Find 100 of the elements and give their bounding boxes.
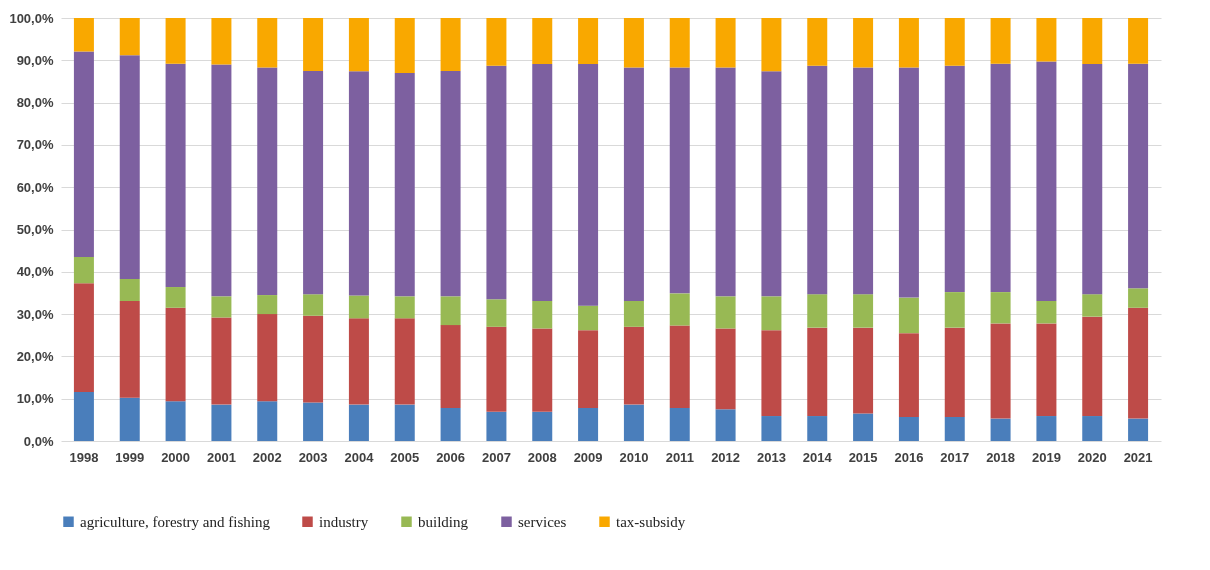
bar — [532, 300, 553, 329]
x-tick-label: 2019 — [1031, 449, 1061, 465]
legend-label: services — [518, 513, 567, 530]
bar — [394, 404, 415, 441]
bar — [165, 401, 186, 441]
bar — [211, 18, 232, 65]
bar — [440, 408, 461, 441]
bar — [990, 323, 1011, 419]
bar — [669, 325, 690, 409]
bar — [1036, 323, 1057, 417]
x-tick-label: 2004 — [344, 449, 375, 465]
bar — [623, 18, 644, 68]
bar — [578, 305, 599, 331]
x-tick-label: 2003 — [298, 449, 328, 465]
bar — [807, 18, 828, 66]
x-tick-label: 2005 — [390, 449, 420, 465]
bar — [898, 333, 919, 417]
bar — [669, 67, 690, 294]
x-tick-label: 2001 — [206, 449, 236, 465]
bar — [990, 292, 1011, 324]
bar — [165, 18, 186, 64]
bar — [394, 318, 415, 405]
bar — [165, 307, 186, 402]
bar — [348, 404, 369, 441]
bar — [348, 295, 369, 319]
legend-label: building — [418, 513, 469, 530]
bar — [119, 300, 140, 398]
bar — [898, 18, 919, 68]
bar — [944, 327, 965, 417]
x-tick-label: 2011 — [665, 449, 694, 465]
bar — [715, 67, 736, 297]
legend-label: tax-subsidy — [616, 513, 686, 530]
bar — [257, 401, 278, 441]
bar — [1036, 300, 1057, 324]
bar — [1128, 288, 1149, 308]
y-tick-label: 80,0% — [16, 95, 54, 111]
bar — [578, 64, 599, 306]
bar — [944, 416, 965, 441]
x-tick-label: 2010 — [619, 449, 649, 465]
bar — [761, 416, 782, 441]
x-tick-label: 2020 — [1077, 449, 1107, 465]
bar — [853, 413, 874, 441]
bar — [853, 18, 874, 68]
bar — [853, 327, 874, 414]
bar — [119, 18, 140, 56]
y-tick-label: 50,0% — [16, 222, 54, 237]
x-tick-label: 2021 — [1123, 449, 1153, 465]
bar — [1036, 61, 1057, 301]
bar — [211, 296, 232, 318]
bar — [623, 326, 644, 405]
bar — [761, 18, 782, 72]
bar — [440, 18, 461, 71]
bar — [807, 327, 828, 417]
bar — [578, 408, 599, 441]
x-tick-label: 1999 — [115, 449, 145, 465]
bar — [1036, 18, 1057, 62]
bar — [1082, 294, 1103, 317]
bar — [532, 64, 553, 301]
bar — [944, 65, 965, 293]
bar — [944, 292, 965, 328]
bar — [440, 325, 461, 409]
bar — [1128, 418, 1149, 441]
bar — [348, 318, 369, 405]
bar — [669, 18, 690, 68]
bar — [1082, 416, 1103, 441]
bar — [211, 64, 232, 297]
bar — [303, 18, 324, 71]
bar — [532, 411, 553, 441]
y-tick-label: 60,0% — [16, 179, 54, 195]
x-tick-label: 2009 — [573, 449, 603, 465]
bar — [761, 296, 782, 331]
bar — [257, 295, 278, 315]
bar — [73, 283, 94, 392]
bar — [1036, 416, 1057, 441]
y-tick-label: 40,0% — [16, 264, 54, 280]
x-tick-label: 2012 — [711, 449, 741, 465]
x-tick-label: 2017 — [940, 449, 970, 465]
bar — [165, 287, 186, 308]
x-tick-label: 2002 — [252, 449, 282, 465]
bar — [73, 257, 94, 284]
bar — [532, 18, 553, 65]
bar — [807, 416, 828, 441]
bar — [715, 328, 736, 410]
bar — [165, 63, 186, 288]
x-tick-label: 2015 — [848, 449, 878, 465]
bar — [303, 315, 324, 403]
bar — [257, 314, 278, 402]
bar — [486, 299, 507, 327]
bar — [715, 296, 736, 329]
bar — [715, 18, 736, 68]
bar — [303, 402, 324, 441]
x-tick-label: 2014 — [802, 449, 833, 465]
bar — [1128, 18, 1149, 64]
bar — [119, 55, 140, 279]
bar — [486, 326, 507, 412]
bar — [990, 18, 1011, 64]
bar — [348, 18, 369, 72]
legend-label: industry — [319, 513, 369, 530]
bar — [623, 404, 644, 441]
bar — [1082, 64, 1103, 295]
